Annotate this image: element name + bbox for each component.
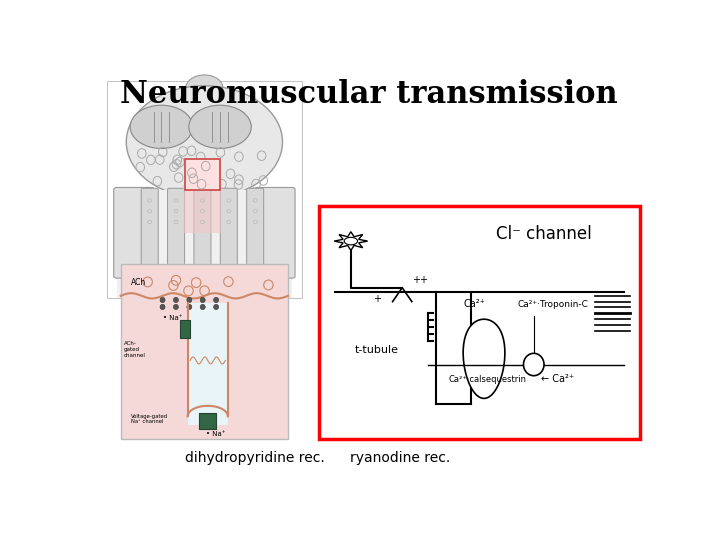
Text: Voltage-gated
Na⁺ channel: Voltage-gated Na⁺ channel xyxy=(131,414,168,424)
Ellipse shape xyxy=(344,238,358,245)
Text: t-tubule: t-tubule xyxy=(354,345,399,355)
Ellipse shape xyxy=(214,298,219,302)
FancyBboxPatch shape xyxy=(194,188,211,277)
Text: • Na⁺: • Na⁺ xyxy=(206,430,225,436)
Text: ++: ++ xyxy=(412,275,428,285)
Ellipse shape xyxy=(186,298,192,302)
Bar xyxy=(183,185,222,233)
Bar xyxy=(117,190,292,298)
Ellipse shape xyxy=(130,105,193,148)
Bar xyxy=(319,206,639,439)
Ellipse shape xyxy=(174,298,179,302)
Polygon shape xyxy=(334,232,368,251)
Text: dihydropyridine rec.: dihydropyridine rec. xyxy=(185,451,325,465)
Ellipse shape xyxy=(200,298,205,302)
Polygon shape xyxy=(463,319,505,399)
Ellipse shape xyxy=(126,86,282,198)
Bar xyxy=(107,82,302,298)
FancyBboxPatch shape xyxy=(254,187,295,278)
Text: • Na⁺: • Na⁺ xyxy=(163,315,182,321)
Text: Cl⁻ channel: Cl⁻ channel xyxy=(495,225,591,243)
Ellipse shape xyxy=(214,305,219,309)
Ellipse shape xyxy=(160,305,165,309)
Text: Ca²⁺: Ca²⁺ xyxy=(464,300,485,309)
FancyBboxPatch shape xyxy=(247,188,264,277)
Ellipse shape xyxy=(189,105,251,148)
Text: -
+: - + xyxy=(372,282,381,303)
FancyBboxPatch shape xyxy=(168,188,184,277)
Text: Neuromuscular transmission: Neuromuscular transmission xyxy=(120,79,618,110)
Text: ryanodine rec.: ryanodine rec. xyxy=(350,451,450,465)
Text: ACh-
gated
channel: ACh- gated channel xyxy=(124,341,146,358)
Text: ← Ca²⁺: ← Ca²⁺ xyxy=(541,374,575,384)
Text: ACh: ACh xyxy=(131,278,146,287)
Text: Ca²⁺·Troponin-C: Ca²⁺·Troponin-C xyxy=(518,300,588,309)
Ellipse shape xyxy=(200,305,205,309)
FancyBboxPatch shape xyxy=(141,188,158,277)
Bar xyxy=(199,413,216,429)
Text: Ca²⁺·calsequestrin: Ca²⁺·calsequestrin xyxy=(449,375,526,384)
Ellipse shape xyxy=(523,353,544,376)
Bar xyxy=(180,320,190,338)
Bar xyxy=(188,303,228,425)
FancyBboxPatch shape xyxy=(220,188,238,277)
Bar xyxy=(121,265,288,439)
Ellipse shape xyxy=(186,75,223,101)
Ellipse shape xyxy=(160,298,165,302)
FancyBboxPatch shape xyxy=(114,187,155,278)
Ellipse shape xyxy=(186,305,192,309)
Ellipse shape xyxy=(174,305,179,309)
Bar xyxy=(185,159,220,190)
